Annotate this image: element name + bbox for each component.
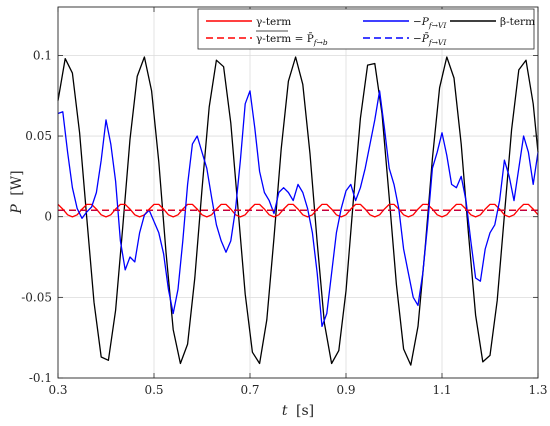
x-axis-label-var: t (282, 403, 288, 419)
legend-label-pf-mean-sub: f→VI (428, 38, 447, 47)
x-tick-label: 1.1 (432, 383, 451, 397)
legend-box (197, 8, 535, 50)
y-tick-label: -0.05 (21, 290, 52, 304)
plot-background (58, 7, 538, 378)
legend-label-gamma: γ-term (256, 16, 291, 28)
y-axis-label: P [W] (9, 170, 25, 214)
y-tick-label: 0.05 (25, 129, 52, 143)
legend-label-pf-mean-main: −P̄ (413, 32, 430, 45)
legend-label-pf-sub: f→VI (428, 21, 447, 30)
legend-label-gamma-mean: γ-term = P̄f→b (256, 32, 328, 47)
y-tick-label: 0 (44, 210, 52, 224)
legend-label-gamma-mean-sub: f→b (313, 38, 328, 47)
x-tick-label: 0.3 (48, 383, 67, 397)
legend-label-pf-mean: −P̄f→VI (413, 32, 447, 47)
x-axis-label-unit: [s] (296, 403, 314, 419)
series-line-gamma (57, 203, 539, 218)
x-tick-label: 1.3 (528, 383, 547, 397)
legend-label-pf: −Pf→VI (413, 16, 447, 30)
series-line-beta (57, 56, 539, 366)
y-tick-label: -0.1 (29, 371, 52, 385)
y-axis-label-var: P (9, 204, 25, 215)
y-tick-label: 0.1 (33, 48, 52, 62)
series-layer (57, 56, 539, 366)
x-axis-label: t [s] (282, 403, 314, 419)
plot-frame (57, 6, 539, 379)
ticks: 0.3 0.5 0.7 0.9 1.1 1.3 -0.1 -0.05 0 0.05 0.1 (21, 7, 548, 397)
x-tick-label: 0.7 (240, 383, 259, 397)
series-line-pf (57, 90, 539, 328)
legend-label-beta: β-term (500, 16, 535, 28)
x-tick-label: 0.5 (144, 383, 163, 397)
legend: γ-term γ-term = P̄f→b −Pf→VI −P̄f→VI β-t… (197, 8, 535, 50)
y-axis-label-unit: [W] (9, 170, 25, 195)
legend-label-pf-main: −P (413, 16, 430, 28)
x-tick-label: 0.9 (336, 383, 355, 397)
legend-label-gamma-mean-main: γ-term = P̄ (256, 32, 314, 45)
